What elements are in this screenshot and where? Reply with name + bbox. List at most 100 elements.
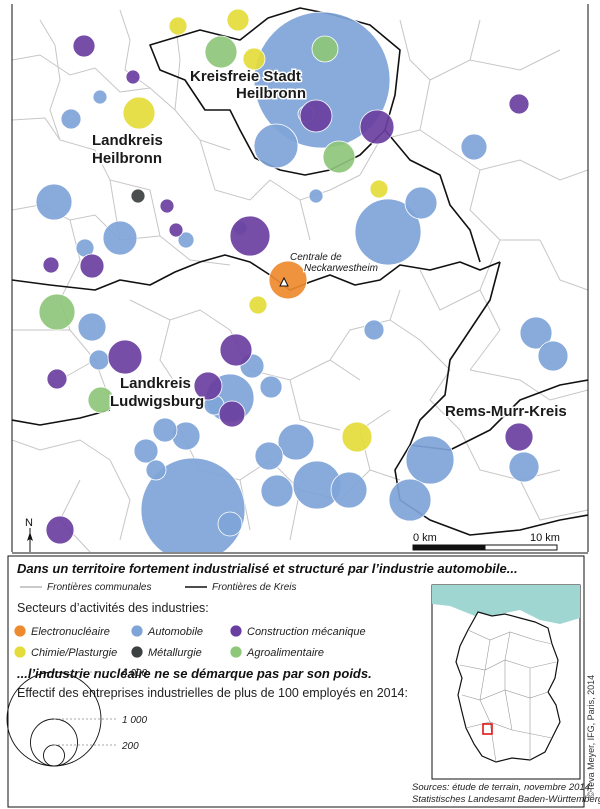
industry-circle-construction	[359, 109, 395, 145]
legend-size-label: 200	[121, 741, 139, 752]
legend-size-label: 1 000	[122, 715, 147, 726]
industry-circle-automobile	[519, 316, 553, 350]
industry-circle-automobile	[363, 319, 385, 341]
label-kreisfreie-stadt: Kreisfreie Stadt	[190, 68, 301, 85]
industry-circle-automobile	[102, 220, 138, 256]
industry-circle-automobile	[260, 474, 294, 508]
legend-swatch-agroalimentaire	[229, 645, 243, 659]
inset-germany-outline	[455, 611, 561, 763]
industry-circle-agroalimentaire	[311, 35, 339, 63]
industry-circle-construction	[218, 400, 246, 428]
legend-label-chimie: Chimie/Plasturgie	[31, 647, 117, 659]
industry-circle-automobile	[253, 123, 299, 169]
industry-circle-metallurgie	[130, 188, 146, 204]
industry-circle-automobile	[133, 438, 159, 464]
industry-circles	[35, 8, 569, 552]
legend-swatch-chimie	[13, 645, 27, 659]
legend-subtitle2: ...l’industrie nucléaire ne se démarque …	[17, 666, 372, 681]
legend-size-label: 4 000	[122, 668, 147, 679]
inset-location-marker	[482, 723, 493, 735]
label-plant-1: Centrale de	[290, 252, 342, 263]
industry-circle-automobile	[460, 133, 488, 161]
industry-circle-automobile	[405, 435, 455, 485]
legend-kreis-border: Frontières de Kreis	[212, 582, 296, 593]
industry-circle-automobile	[388, 478, 432, 522]
legend: Dans un territoire fortement industriali…	[6, 555, 600, 808]
industry-circle-construction	[229, 215, 271, 257]
industry-circle-automobile	[60, 108, 82, 130]
industry-circle-automobile	[92, 89, 108, 105]
label-landkreis-heilbronn-2: Heilbronn	[92, 150, 162, 167]
industry-circle-agroalimentaire	[87, 386, 115, 414]
legend-swatch-electronucleaire	[13, 624, 27, 638]
legend-size-heading: Effectif des entreprises industrielles d…	[17, 686, 408, 700]
industry-circle-automobile	[254, 441, 284, 471]
industry-circle-automobile	[253, 11, 391, 149]
industry-circle-automobile	[88, 349, 110, 371]
legend-label-construction: Construction mécanique	[247, 626, 366, 638]
industry-circle-construction	[168, 222, 184, 238]
industry-circle-automobile	[308, 188, 324, 204]
industry-circle-chimie	[242, 47, 266, 71]
legend-size-circles: 4 000 1 000 200	[6, 668, 147, 767]
legend-label-automobile: Automobile	[147, 626, 203, 638]
industry-circle-construction	[45, 515, 75, 545]
legend-source-1: Sources: étude de terrain, novembre 2014…	[412, 782, 593, 793]
industry-circle-construction	[42, 256, 60, 274]
industry-circle-automobile	[177, 231, 195, 249]
label-plant-2: Neckarwestheim	[304, 263, 378, 274]
industry-circle-construction	[72, 34, 96, 58]
legend-swatch-metallurgie	[130, 645, 144, 659]
commune-borders	[12, 9, 588, 552]
legend-source-2: Statistisches Landesamt Baden-Württember…	[412, 794, 600, 805]
legend-swatch-construction	[229, 624, 243, 638]
industry-circle-automobile	[145, 459, 167, 481]
industry-circle-chimie	[226, 8, 250, 32]
industry-circle-construction	[508, 93, 530, 115]
north-label: N	[25, 517, 33, 529]
inset-map-germany	[431, 584, 581, 780]
legend-credit: ©Teva Meyer, IFG, Paris, 2014	[586, 675, 596, 798]
legend-sectors-heading: Secteurs d’activités des industries:	[17, 601, 209, 615]
industry-circle-automobile	[354, 198, 422, 266]
north-arrow-icon: N	[25, 517, 33, 552]
legend-title: Dans un territoire fortement industriali…	[17, 561, 518, 576]
map-area: Kreisfreie Stadt Heilbronn Landkreis Hei…	[12, 4, 588, 552]
industry-circle-automobile	[259, 375, 283, 399]
label-rems-murr-kreis: Rems-Murr-Kreis	[445, 403, 567, 420]
industry-circle-automobile	[152, 417, 178, 443]
label-heilbronn-stadt: Heilbronn	[236, 85, 306, 102]
industry-circle-automobile	[508, 451, 540, 483]
industry-circle-automobile	[35, 183, 73, 221]
industry-circle-automobile	[330, 471, 368, 509]
industry-circle-chimie	[122, 96, 156, 130]
industry-circle-automobile	[217, 511, 243, 537]
industry-circle-agroalimentaire	[38, 293, 76, 331]
legend-label-agroalimentaire: Agroalimentaire	[246, 647, 324, 659]
scale-end-label: 10 km	[530, 532, 560, 544]
industry-circle-agroalimentaire	[322, 140, 356, 174]
industry-circle-chimie	[248, 295, 268, 315]
industry-circle-chimie	[168, 16, 188, 36]
legend-label-metallurgie: Métallurgie	[148, 647, 202, 659]
legend-label-electronucleaire: Electronucléaire	[31, 626, 110, 638]
industry-circle-automobile	[77, 312, 107, 342]
industry-circle-automobile	[277, 423, 315, 461]
industry-circle-construction	[159, 198, 175, 214]
label-landkreis-heilbronn-1: Landkreis	[92, 132, 163, 149]
industry-circle-chimie	[341, 421, 373, 453]
label-landkreis-ludwigsburg-1: Landkreis	[120, 375, 191, 392]
scale-start-label: 0 km	[413, 532, 437, 544]
label-landkreis-ludwigsburg-2: Ludwigsburg	[110, 393, 204, 410]
industry-circle-construction	[193, 371, 223, 401]
scale-bar: 0 km 10 km	[412, 532, 560, 551]
industry-circle-chimie	[369, 179, 389, 199]
legend-commune-border: Frontières communales	[47, 582, 151, 593]
industry-circle-construction	[504, 422, 534, 452]
inset-sea	[432, 585, 580, 624]
industry-circle-construction	[125, 69, 141, 85]
industry-circle-construction	[219, 333, 253, 367]
legend-sectors: Electronucléaire Automobile Construction m…	[13, 624, 366, 659]
legend-swatch-automobile	[130, 624, 144, 638]
